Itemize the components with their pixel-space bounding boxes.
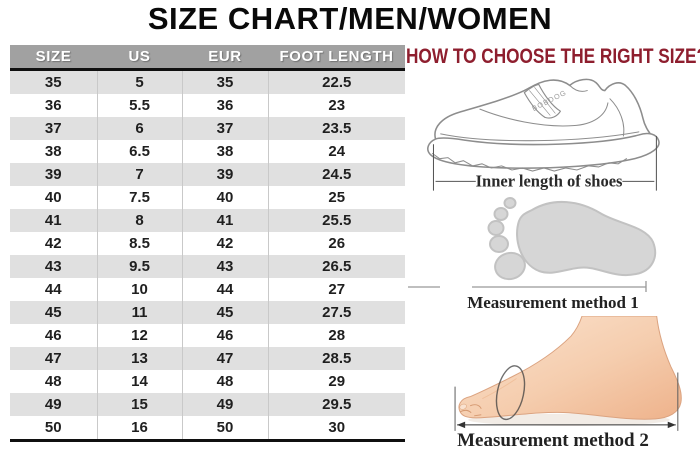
guide-heading: HOW TO CHOOSE THE RIGHT SIZE? (406, 45, 700, 68)
table-cell: 24 (267, 140, 405, 163)
table-cell: 44 (181, 278, 268, 301)
table-cell: 45 (181, 301, 268, 324)
col-header-foot-length: FOOT LENGTH (268, 45, 405, 71)
shoe-illustration: BOBDOG Inner length of shoes (427, 78, 660, 191)
table-cell: 50 (10, 416, 97, 441)
table-cell: 27.5 (267, 301, 405, 324)
table-cell: 40 (181, 186, 268, 209)
table-cell: 26.5 (267, 255, 405, 278)
table-cell: 12 (96, 324, 182, 347)
table-cell: 25 (267, 186, 405, 209)
table-cell: 29.5 (267, 393, 405, 416)
table-cell: 48 (10, 370, 97, 393)
table-cell: 6.5 (96, 140, 182, 163)
foot-illustration (454, 316, 682, 431)
table-cell: 26 (267, 232, 405, 255)
table-row: 39 7 39 24.5 (10, 163, 405, 186)
table-row: 35 5 35 22.5 (10, 69, 405, 94)
table-cell: 15 (96, 393, 182, 416)
table-cell: 43 (181, 255, 268, 278)
table-row: 38 6.5 38 24 (10, 140, 405, 163)
table-cell: 39 (181, 163, 268, 186)
table-cell: 23.5 (267, 117, 405, 140)
table-cell: 24.5 (267, 163, 405, 186)
table-cell: 36 (181, 94, 268, 117)
table-cell: 29 (267, 370, 405, 393)
table-cell: 5 (96, 69, 182, 94)
table-cell: 14 (96, 370, 182, 393)
page-title: SIZE CHART/MEN/WOMEN (147, 1, 553, 36)
table-cell: 46 (181, 324, 268, 347)
table-cell: 37 (10, 117, 97, 140)
table-row: 46 12 46 28 (10, 324, 405, 347)
table-cell: 36 (10, 94, 97, 117)
table-cell: 30 (267, 416, 405, 441)
size-table-body: 35 5 35 22.5 36 5.5 36 23 37 6 37 23.5 38 6.5 38 24 39 7 3… (10, 69, 405, 441)
table-row: 36 5.5 36 23 (10, 94, 405, 117)
table-cell: 44 (10, 278, 97, 301)
table-cell: 28.5 (267, 347, 405, 370)
table-cell: 8 (96, 209, 182, 232)
table-cell: 16 (96, 416, 182, 441)
table-header-row: SIZE US EUR FOOT LENGTH (10, 45, 405, 71)
table-cell: 50 (181, 416, 268, 441)
table-cell: 42 (181, 232, 268, 255)
method2-caption: Measurement method 2 (457, 430, 649, 451)
table-cell: 45 (10, 301, 97, 324)
table-row: 47 13 47 28.5 (10, 347, 405, 370)
col-header-eur: EUR (182, 45, 268, 71)
table-cell: 35 (181, 69, 268, 94)
method1-caption: Measurement method 1 (467, 293, 639, 312)
footprint-illustration (408, 197, 657, 292)
size-table: SIZE US EUR FOOT LENGTH 35 5 35 22.5 36 5.5 36… (10, 45, 405, 442)
table-cell: 10 (96, 278, 182, 301)
table-cell: 35 (10, 69, 97, 94)
shoe-brand-label: BOBDOG (530, 88, 568, 113)
table-cell: 7.5 (96, 186, 182, 209)
table-row: 50 16 50 30 (10, 416, 405, 441)
table-cell: 41 (181, 209, 268, 232)
table-row: 42 8.5 42 26 (10, 232, 405, 255)
table-cell: 8.5 (96, 232, 182, 255)
table-cell: 49 (181, 393, 268, 416)
table-cell: 22.5 (267, 69, 405, 94)
table-row: 45 11 45 27.5 (10, 301, 405, 324)
table-cell: 6 (96, 117, 182, 140)
table-cell: 48 (181, 370, 268, 393)
table-cell: 38 (181, 140, 268, 163)
table-cell: 23 (267, 94, 405, 117)
table-cell: 47 (181, 347, 268, 370)
table-cell: 13 (96, 347, 182, 370)
col-header-size: SIZE (10, 45, 97, 71)
table-row: 43 9.5 43 26.5 (10, 255, 405, 278)
table-cell: 46 (10, 324, 97, 347)
table-cell: 37 (181, 117, 268, 140)
table-row: 40 7.5 40 25 (10, 186, 405, 209)
table-cell: 42 (10, 232, 97, 255)
table-row: 49 15 49 29.5 (10, 393, 405, 416)
table-cell: 7 (96, 163, 182, 186)
size-guide-panel: HOW TO CHOOSE THE RIGHT SIZE? BOBDOG Inn… (406, 44, 700, 454)
table-cell: 41 (10, 209, 97, 232)
table-cell: 40 (10, 186, 97, 209)
table-row: 37 6 37 23.5 (10, 117, 405, 140)
table-cell: 28 (267, 324, 405, 347)
table-cell: 39 (10, 163, 97, 186)
table-cell: 27 (267, 278, 405, 301)
col-header-us: US (97, 45, 182, 71)
table-row: 44 10 44 27 (10, 278, 405, 301)
table-cell: 49 (10, 393, 97, 416)
table-row: 48 14 48 29 (10, 370, 405, 393)
table-cell: 25.5 (267, 209, 405, 232)
table-cell: 5.5 (96, 94, 182, 117)
table-cell: 9.5 (96, 255, 182, 278)
table-cell: 43 (10, 255, 97, 278)
shoe-caption: Inner length of shoes (476, 172, 623, 191)
table-row: 41 8 41 25.5 (10, 209, 405, 232)
table-cell: 38 (10, 140, 97, 163)
table-cell: 47 (10, 347, 97, 370)
table-cell: 11 (96, 301, 182, 324)
